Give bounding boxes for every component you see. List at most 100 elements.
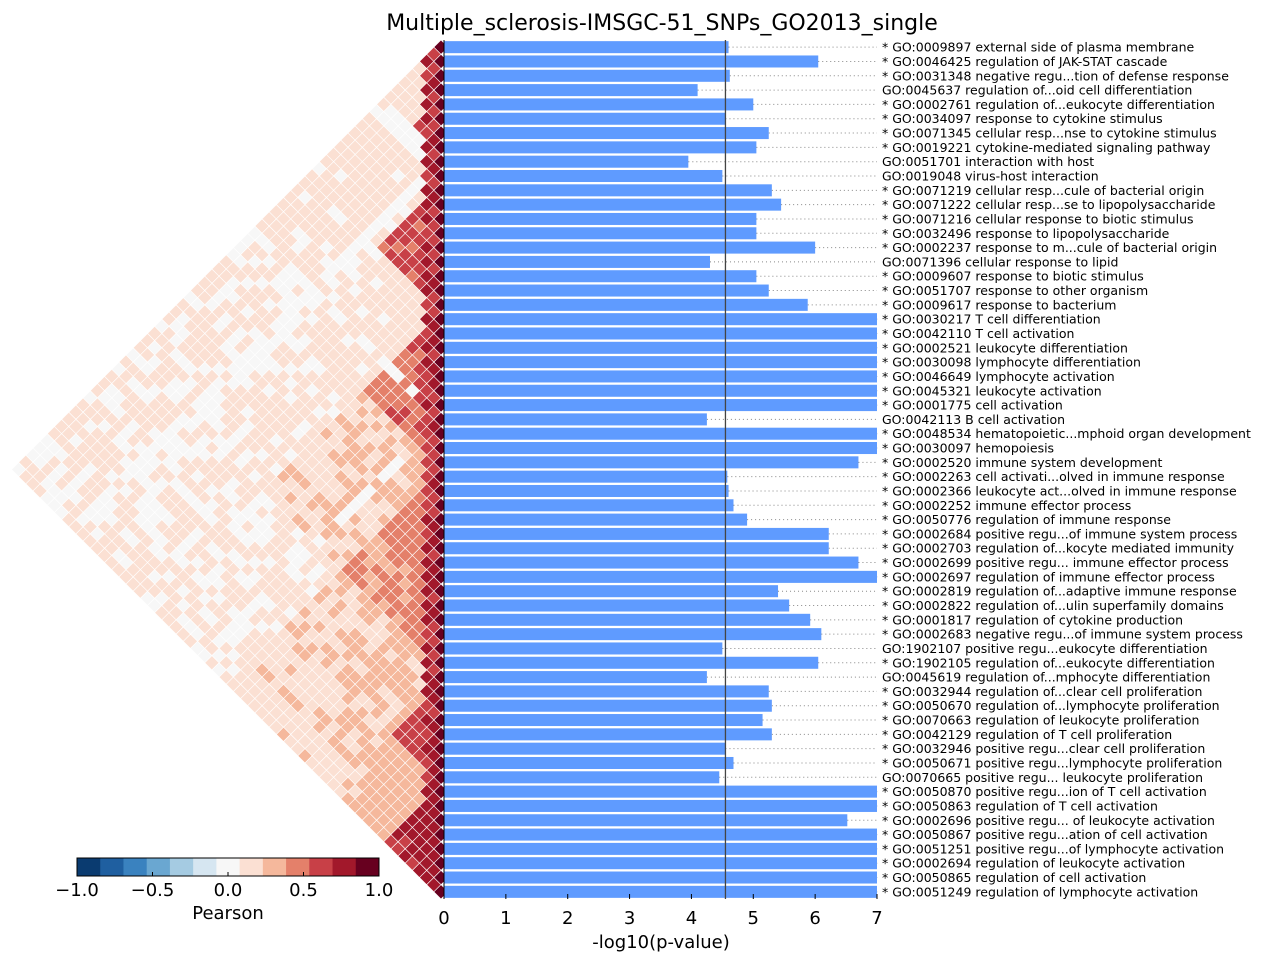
colorbar-segment [239, 858, 264, 876]
bar [444, 513, 748, 526]
category-label: * GO:0050867 positive regu...ation of ce… [882, 827, 1208, 842]
category-label: * GO:0009897 external side of plasma mem… [882, 40, 1194, 55]
bar [444, 69, 730, 82]
category-label: * GO:0002252 immune effector process [882, 498, 1131, 513]
bar [444, 671, 707, 684]
x-tick-label: 5 [748, 908, 759, 929]
category-label: * GO:0001817 regulation of cytokine prod… [882, 612, 1183, 627]
bar [444, 327, 877, 340]
category-label: * GO:0050776 regulation of immune respon… [882, 512, 1171, 527]
bar [444, 799, 877, 812]
category-label: * GO:0046425 regulation of JAK-STAT casc… [882, 54, 1168, 69]
chart-title: Multiple_sclerosis-IMSGC-51_SNPs_GO2013_… [386, 11, 938, 36]
category-label: * GO:0002697 regulation of immune effect… [882, 569, 1215, 584]
category-label: * GO:0032496 response to lipopolysacchar… [882, 226, 1170, 241]
x-tick-label: 4 [686, 908, 697, 929]
bar [444, 141, 757, 154]
bar [444, 456, 859, 469]
category-label: * GO:0002521 leukocyte differentiation [882, 340, 1128, 355]
category-labels: * GO:0009897 external side of plasma mem… [882, 40, 1251, 900]
correlation-heatmap [11, 39, 449, 900]
colorbar-segment [77, 858, 101, 876]
bar [444, 484, 729, 497]
bar-series [444, 40, 877, 899]
category-label: GO:0071396 cellular response to lipid [882, 254, 1118, 269]
bar [444, 427, 877, 440]
bar [444, 542, 829, 555]
colorbar-segment [332, 858, 357, 876]
bar [444, 241, 816, 254]
category-label: * GO:0045321 leukocyte activation [882, 383, 1102, 398]
x-axis: 0 1 2 3 4 5 6 7 [438, 40, 883, 929]
colorbar-segment [123, 858, 148, 876]
colorbar-segment [146, 858, 171, 876]
category-label: * GO:0009607 response to biotic stimulus [882, 269, 1144, 284]
bar [444, 556, 859, 569]
bar [444, 198, 782, 211]
bar [444, 84, 698, 97]
bar [444, 313, 877, 326]
category-label: * GO:0071216 cellular response to biotic… [882, 211, 1194, 226]
category-label: * GO:0070663 regulation of leukocyte pro… [882, 713, 1199, 728]
bar [444, 370, 877, 383]
bar [444, 356, 877, 369]
bar [444, 842, 877, 855]
category-label: * GO:0002703 regulation of...kocyte medi… [882, 541, 1235, 556]
bar [444, 613, 811, 626]
colorbar-label: Pearson [192, 903, 264, 924]
category-label: * GO:0042129 regulation of T cell prolif… [882, 727, 1172, 742]
bar [444, 714, 763, 727]
bar [444, 857, 877, 870]
category-label: GO:0051701 interaction with host [882, 154, 1094, 169]
bar [444, 169, 723, 183]
colorbar-tick-label: 0.5 [289, 880, 318, 901]
bar [444, 155, 689, 168]
category-label: * GO:0071345 cellular resp...nse to cyto… [882, 126, 1217, 141]
category-label: * GO:0071222 cellular resp...se to lipop… [882, 197, 1216, 212]
colorbar-tick-label: −1.0 [55, 880, 99, 901]
bar [444, 742, 726, 755]
bar [444, 227, 757, 240]
colorbar-segment [262, 858, 287, 876]
colorbar-tick-label: −0.5 [131, 880, 175, 901]
bar [444, 255, 710, 268]
category-label: * GO:0051707 response to other organism [882, 283, 1148, 298]
bar [444, 55, 819, 68]
bar [444, 270, 757, 283]
colorbar-segment [216, 858, 241, 876]
bar [444, 885, 877, 898]
category-label: * GO:0002699 positive regu... immune eff… [882, 555, 1229, 570]
bar [444, 871, 877, 884]
bar [444, 771, 720, 784]
bar [444, 585, 779, 598]
category-label: * GO:0032946 positive regu...clear cell … [882, 741, 1205, 756]
x-tick-label: 3 [624, 908, 635, 929]
x-tick-label: 0 [438, 908, 449, 929]
category-label: * GO:0002696 positive regu... of leukocy… [882, 813, 1215, 828]
colorbar-segment [355, 858, 380, 876]
category-label: * GO:0050670 regulation of...lymphocyte … [882, 698, 1220, 713]
bar [444, 785, 877, 798]
category-label: GO:0042113 B cell activation [882, 412, 1065, 427]
bar [444, 642, 723, 655]
x-axis-label: -log10(p-value) [592, 932, 730, 953]
colorbar-segment [169, 858, 194, 876]
category-label: * GO:1902105 regulation of...eukocyte di… [882, 655, 1215, 670]
category-label: * GO:0002237 response to m...cule of bac… [882, 240, 1217, 255]
bar [444, 527, 829, 540]
category-label: * GO:0048534 hematopoietic...mphoid orga… [882, 426, 1251, 441]
bar [444, 212, 757, 225]
category-label: * GO:0071219 cellular resp...cule of bac… [882, 183, 1204, 198]
category-label: * GO:0019221 cytokine-mediated signaling… [882, 140, 1211, 155]
bar [444, 599, 790, 612]
category-label: * GO:0009617 response to bacterium [882, 297, 1116, 312]
bar [444, 341, 877, 354]
category-label: * GO:0031348 negative regu...tion of def… [882, 68, 1229, 83]
category-label: * GO:0050671 positive regu...lymphocyte … [882, 755, 1222, 770]
colorbar: −1.0 −0.5 0.0 0.5 1.0 [55, 857, 393, 901]
bar [444, 756, 734, 770]
category-label: * GO:0030217 T cell differentiation [882, 312, 1101, 327]
category-label: * GO:0001775 cell activation [882, 398, 1063, 413]
category-label: * GO:0030098 lymphocyte differentiation [882, 355, 1141, 370]
